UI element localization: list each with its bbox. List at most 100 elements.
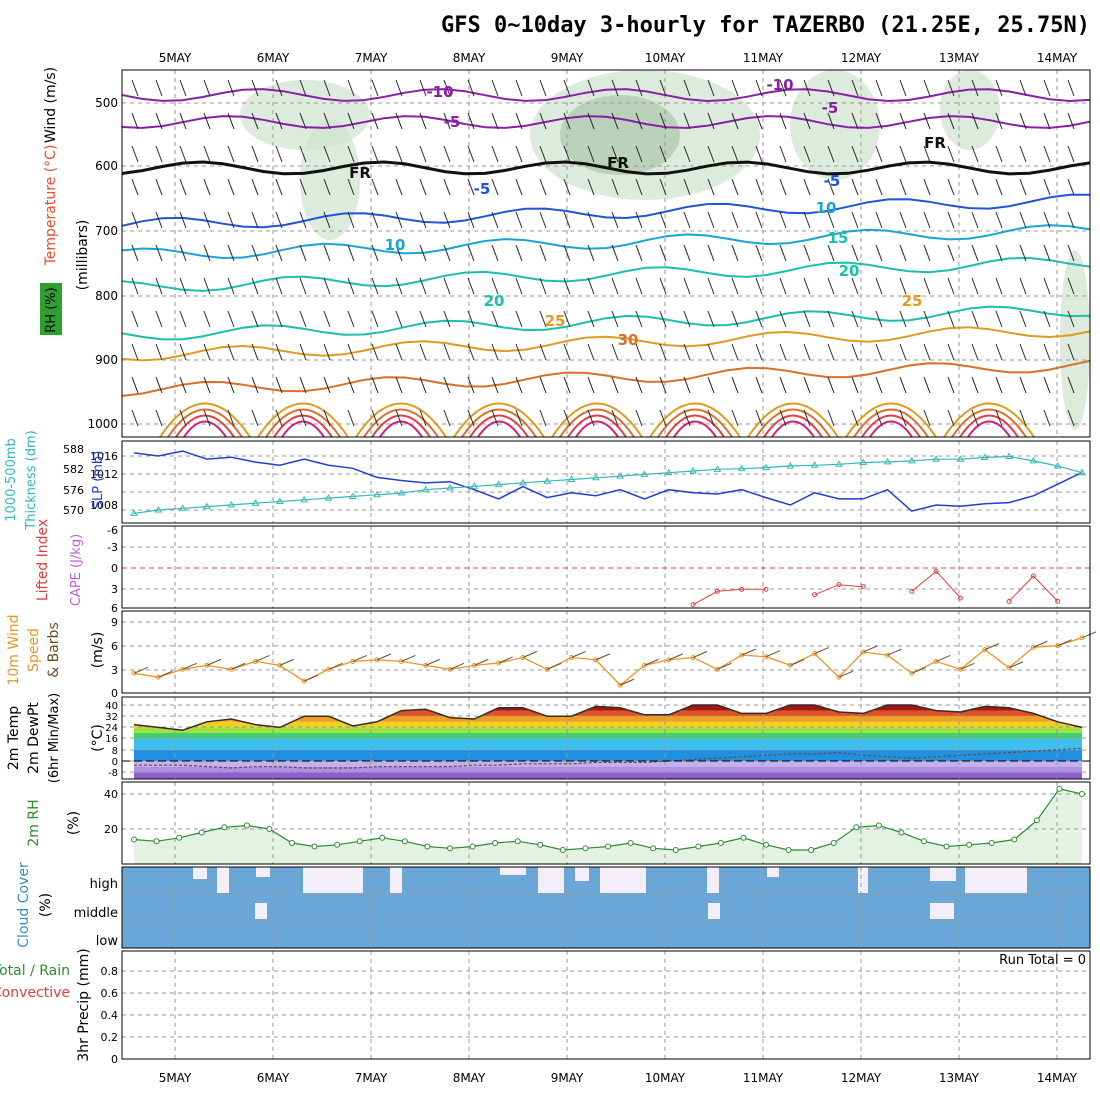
warm-contour: [951, 408, 1027, 438]
wind-barb: [299, 211, 307, 229]
lifted-index-point: [860, 584, 866, 590]
thickness-point: [980, 453, 989, 460]
wind-barb: [779, 145, 787, 163]
wind-barb: [539, 145, 547, 163]
y-tick-left: 582: [63, 463, 84, 476]
wind-barb: [731, 211, 739, 229]
wind-barb: [923, 79, 931, 97]
wind10-barb: [765, 650, 781, 658]
wind-barb: [755, 178, 763, 196]
temp-band: [134, 738, 1082, 750]
warm-contour: [257, 402, 349, 438]
wind-barb: [491, 112, 499, 130]
wind-barb: [323, 244, 331, 262]
wind-barb: [371, 178, 379, 196]
wind-barb: [587, 112, 595, 130]
wind-barb: [443, 376, 451, 394]
rh-point: [289, 840, 295, 846]
wind-barb: [467, 244, 475, 262]
wind-barb: [611, 343, 619, 361]
wind-speed-point: [1030, 644, 1036, 650]
wind-barb: [203, 244, 211, 262]
wind-barb: [251, 409, 259, 427]
wind-barb: [899, 178, 907, 196]
rh-point: [424, 843, 431, 850]
wind-barb: [251, 145, 259, 163]
wind-barb: [131, 112, 139, 130]
wind-barb: [179, 145, 187, 163]
wind-barb: [899, 244, 907, 262]
precip-panel: 0 0.2 0.4 0.6 0.8: [101, 950, 1091, 1066]
wind-barb: [227, 178, 235, 196]
contour-label: -5: [824, 172, 841, 190]
wind-barb: [635, 310, 643, 328]
rh-shade: [560, 95, 680, 175]
isotherm-line: [121, 115, 1091, 129]
wind-barb: [659, 310, 667, 328]
lifted-index-point: [1030, 573, 1036, 579]
wind-barb: [395, 343, 403, 361]
wind-barb: [947, 310, 955, 328]
wind-barb: [587, 310, 595, 328]
wind10-barb: [960, 662, 975, 670]
warm-contour: [469, 414, 529, 438]
wind10-barb: [887, 648, 902, 656]
wind-barb: [419, 409, 427, 427]
cloud-block-middle: [255, 903, 267, 919]
cloud-block-high: [930, 867, 956, 881]
slp-line: [133, 450, 1083, 512]
wind-barb: [995, 211, 1003, 229]
rh-point: [582, 845, 589, 852]
wind-barb: [323, 112, 331, 130]
wind-barb: [683, 376, 691, 394]
wind-barb: [491, 211, 499, 229]
rh-point: [176, 834, 183, 841]
wind-barb: [971, 376, 979, 394]
wind-barb: [851, 277, 859, 295]
wind-barb: [227, 277, 235, 295]
wind-speed-point: [1079, 635, 1085, 641]
wind10-barb: [376, 653, 392, 661]
x-tick-bottom: 10MAY: [645, 1071, 686, 1085]
contour-label: 25: [902, 292, 923, 310]
thickness-point: [348, 492, 357, 499]
wind-barb: [851, 310, 859, 328]
wind-barb: [251, 79, 259, 97]
wind-barb: [659, 112, 667, 130]
contour-label: FR: [607, 154, 629, 172]
wind-barb: [323, 376, 331, 394]
wind-barb: [563, 112, 571, 130]
wind10-barb: [133, 666, 149, 674]
wind-barb: [491, 310, 499, 328]
thickness-point: [591, 473, 600, 481]
thickness-point: [519, 478, 527, 486]
wind-barb: [443, 211, 451, 229]
wind-barb: [419, 343, 427, 361]
rh-point: [740, 834, 747, 841]
wind-barb: [227, 310, 235, 328]
wind-barb: [803, 409, 811, 427]
wind-barb: [443, 145, 451, 163]
wind-barb: [515, 211, 523, 229]
label-wind10-4: (m/s): [90, 632, 106, 669]
y-tick: 16: [105, 734, 118, 745]
wind-speed-point: [471, 662, 477, 668]
wind-speed-point: [739, 652, 745, 658]
x-tick-bottom: 11MAY: [743, 1071, 784, 1085]
warm-contour: [175, 414, 235, 438]
wind-barb: [515, 112, 523, 130]
wind-barb: [707, 145, 715, 163]
cloud-block-middle: [930, 903, 954, 919]
wind-barb: [131, 310, 139, 328]
wind-barb: [155, 178, 163, 196]
wind10-barb: [838, 670, 854, 678]
wind-barb: [947, 145, 955, 163]
wind-barb: [491, 277, 499, 295]
warm-contour: [551, 402, 643, 438]
wind-barb: [467, 409, 475, 427]
wind-barb: [155, 244, 163, 262]
wind-barb: [1043, 211, 1051, 229]
label-cloud-units: (%): [38, 893, 54, 917]
chart-title: GFS 0~10day 3-hourly for TAZERBO (21.25E…: [441, 13, 1090, 38]
cloud-block-high: [858, 867, 868, 893]
